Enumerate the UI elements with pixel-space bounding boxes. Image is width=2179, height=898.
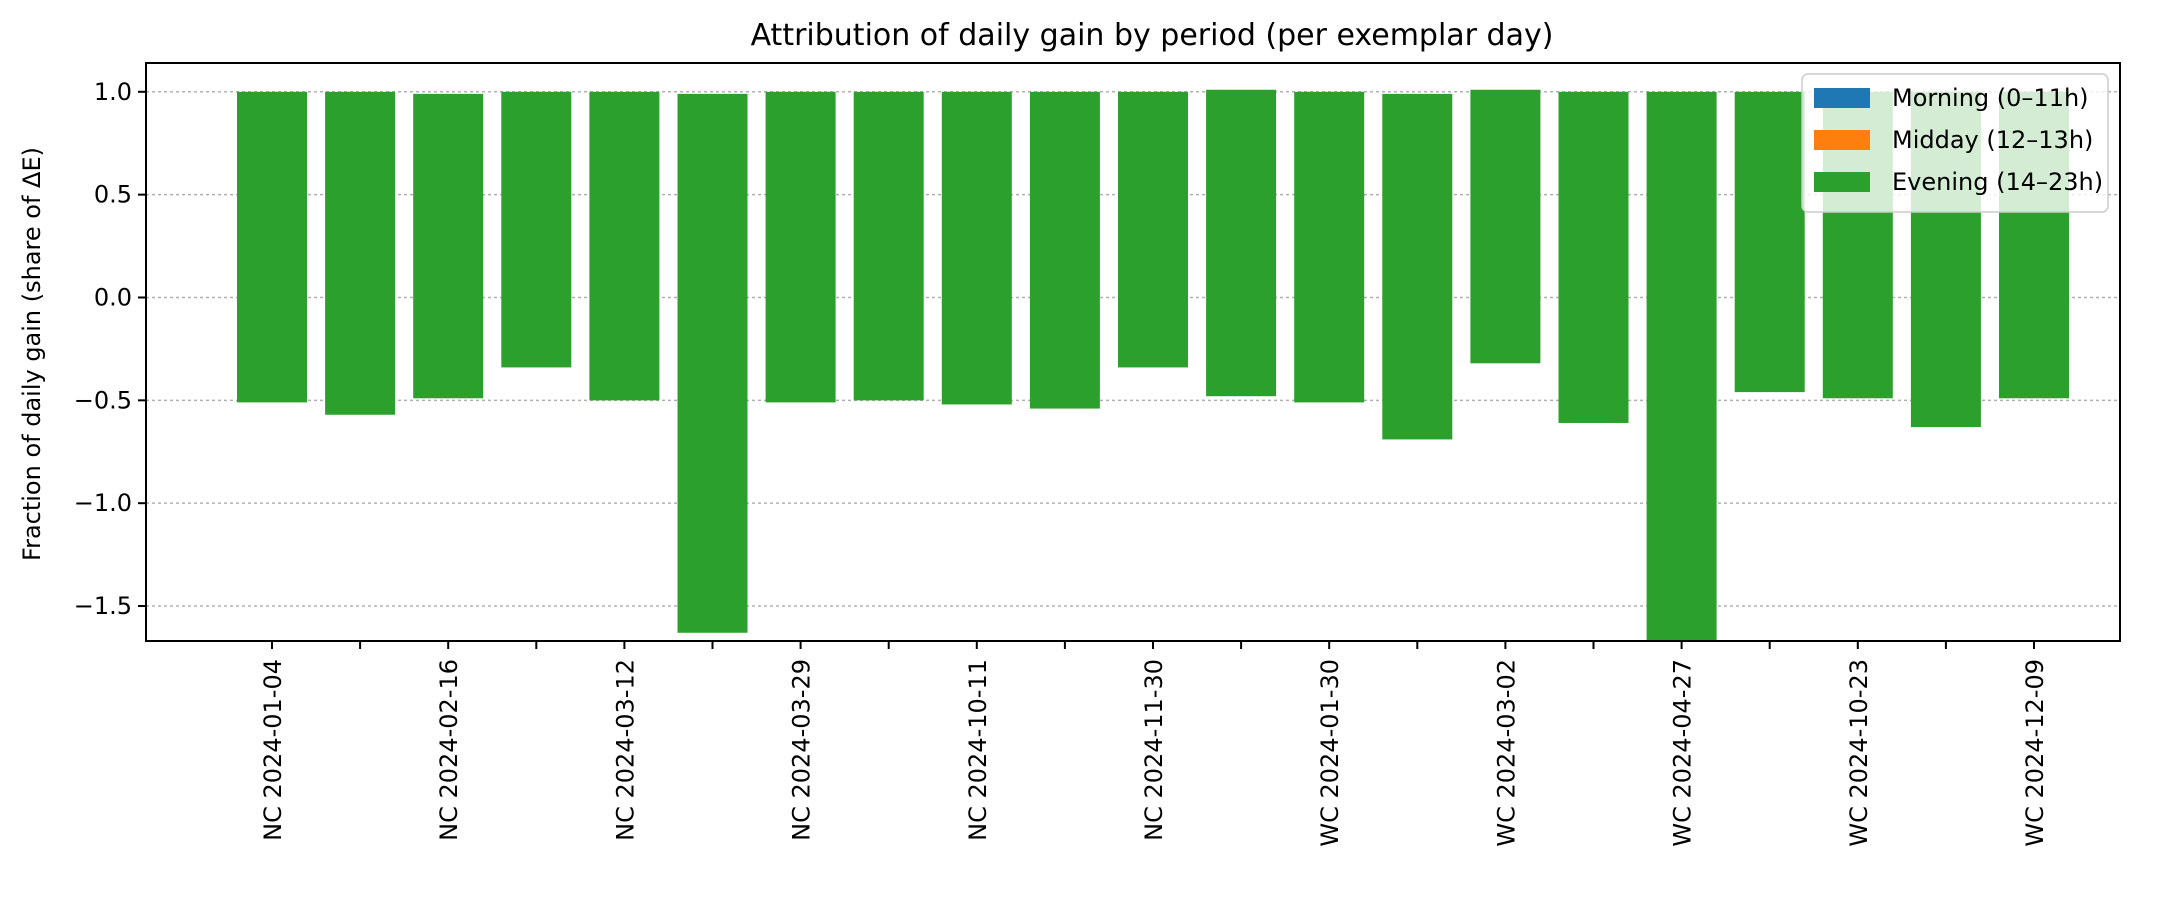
bars [237,89,2069,641]
bar-3-pos-17 [1646,91,1717,298]
bar-3-neg-4 [501,297,572,368]
x-tick-label: NC 2024-10-11 [964,659,992,841]
legend-label: Evening (14–23h) [1892,168,2103,196]
bar-3-pos-15 [1470,89,1541,298]
bar-3-neg-18 [1734,297,1805,393]
x-tick-label: WC 2024-03-02 [1492,659,1520,847]
bar-3-pos-3 [413,93,484,298]
bar-3-pos-6 [677,93,748,298]
bar-3-neg-7 [765,297,836,403]
x-tick-label: WC 2024-01-30 [1316,659,1344,847]
y-axis-label: Fraction of daily gain (share of ΔE) [18,147,46,561]
bar-3-neg-21 [1999,297,2069,399]
x-tick-label: WC 2024-10-23 [1845,659,1873,847]
bar-3-pos-4 [501,91,572,298]
bar-3-neg-3 [413,297,484,399]
y-tick-label: −1.0 [74,489,132,517]
legend-swatch [1814,130,1870,150]
legend-label: Midday (12–13h) [1892,126,2093,154]
bar-3-neg-16 [1558,297,1629,423]
legend-swatch [1814,172,1870,192]
bar-3-neg-12 [1206,297,1277,397]
bar-3-neg-10 [1029,297,1100,409]
bar-3-neg-1 [237,297,307,403]
chart-title: Attribution of daily gain by period (per… [751,18,1554,53]
bar-3-neg-17 [1646,297,1717,641]
bar-3-neg-19 [1822,297,1893,399]
bar-3-neg-14 [1382,297,1453,440]
bar-3-neg-5 [589,297,660,401]
legend: Morning (0–11h) Midday (12–13h) Evening (1… [1801,73,2109,213]
bar-3-pos-16 [1558,91,1629,298]
bar-3-pos-7 [765,91,836,298]
bar-3-pos-2 [325,91,396,298]
bar-3-pos-18 [1734,91,1805,298]
legend-swatch [1814,88,1870,108]
bar-3-pos-12 [1206,89,1277,298]
x-tick-label: WC 2024-04-27 [1669,659,1697,847]
y-axis-ticks: 1.0 0.5 0.0 −0.5 −1.0 −1.5 [74,78,146,620]
bar-3-neg-9 [941,297,1012,405]
x-tick-label: WC 2024-12-09 [2021,659,2049,847]
legend-box [1801,73,2109,213]
bar-3-neg-8 [853,297,924,401]
y-tick-label: 0.5 [94,181,132,209]
bar-3-pos-5 [589,91,660,298]
y-tick-label: −1.5 [74,592,132,620]
y-tick-label: −0.5 [74,386,132,414]
x-tick-label: NC 2024-03-12 [611,659,639,841]
bar-3-pos-8 [853,91,924,298]
bar-3-pos-11 [1118,91,1188,298]
bar-3-neg-20 [1910,297,1981,428]
bar-3-neg-13 [1294,297,1365,403]
y-tick-label: 1.0 [94,78,132,106]
y-tick-label: 0.0 [94,283,132,311]
x-tick-label: NC 2024-11-30 [1140,659,1168,841]
bar-3-pos-10 [1029,91,1100,298]
x-tick-label: NC 2024-03-29 [788,659,816,841]
bar-3-neg-11 [1118,297,1188,368]
x-axis-ticks: NC 2024-01-04 NC 2024-02-16 NC 2024-03-12 N… [259,641,2049,847]
x-tick-label: NC 2024-02-16 [435,659,463,841]
bar-3-pos-1 [237,91,307,298]
plot-frame [145,62,2121,642]
bar-3-neg-6 [677,297,748,633]
bar-3-neg-15 [1470,297,1541,364]
bar-3-neg-2 [325,297,396,415]
legend-label: Morning (0–11h) [1892,84,2089,112]
bar-3-pos-13 [1294,91,1365,298]
bar-3-pos-14 [1382,93,1453,298]
x-tick-label: NC 2024-01-04 [259,659,287,841]
bar-3-pos-9 [941,91,1012,298]
